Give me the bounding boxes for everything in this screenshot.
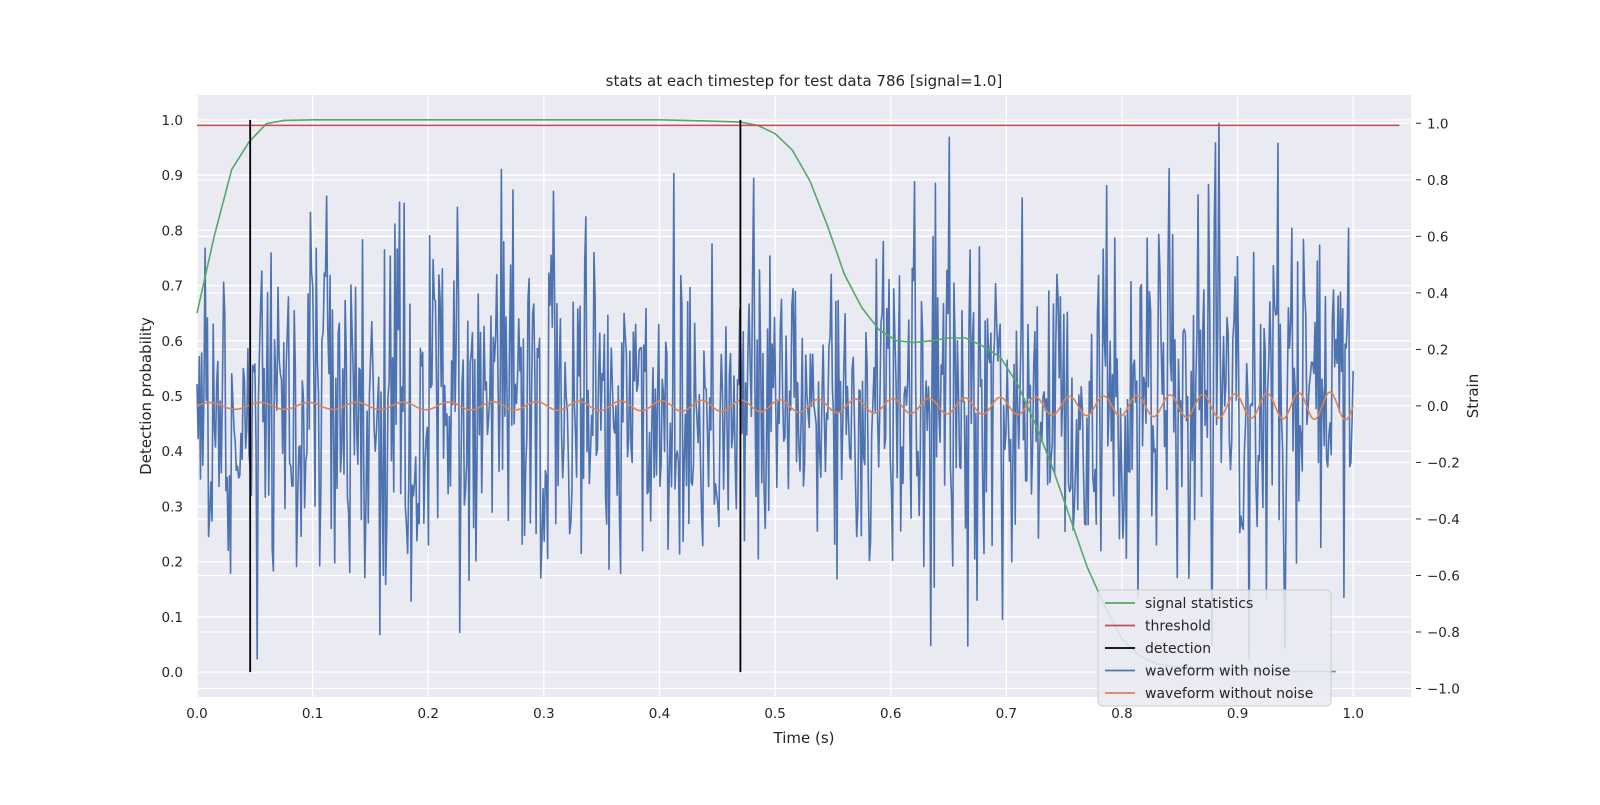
y-tick-label: 0.1	[162, 610, 183, 626]
right-y-tick-label: −0.8	[1427, 625, 1460, 641]
series-layer	[196, 119, 1400, 673]
y-tick-label: 0.4	[162, 444, 183, 460]
y-axis-label: Detection probability	[137, 317, 155, 475]
x-tick-label: 0.5	[764, 706, 785, 722]
x-tick-label: 0.6	[880, 706, 901, 722]
x-tick-label: 0.3	[533, 706, 554, 722]
y-tick-label: 0.3	[162, 499, 183, 515]
right-y-tick-label: 1.0	[1427, 116, 1448, 132]
y-tick-label: 0.5	[162, 389, 183, 405]
x-tick-label: 0.8	[1111, 706, 1132, 722]
legend-box	[1097, 589, 1332, 707]
y-tick-label: 1.0	[162, 113, 183, 129]
x-tick-label: 0.1	[302, 706, 323, 722]
x-tick-label: 0.7	[996, 706, 1017, 722]
y-tick-label: 0.7	[162, 279, 183, 295]
right-y-tick-label: 0.0	[1427, 399, 1448, 415]
x-tick-label: 0.9	[1227, 706, 1248, 722]
x-tick-label: 0.2	[417, 706, 438, 722]
series-line-waveform-with-noise	[196, 122, 1354, 660]
right-y-tick-label: −1.0	[1427, 682, 1460, 698]
legend-label: signal statistics	[1145, 596, 1253, 612]
ticks: 0.0 0.1 0.2 0.3 0.4 0.5 0.6 0.7 0.8 0.9 1.0 0.0 0.1 0…	[162, 113, 1460, 722]
x-tick-label: 1.0	[1342, 706, 1363, 722]
x-axis-label: Time (s)	[773, 729, 835, 747]
right-y-tick-label: −0.6	[1427, 568, 1460, 584]
legend-label: threshold	[1145, 619, 1211, 635]
right-y-tick-label: −0.2	[1427, 455, 1460, 471]
right-y-tick-label: 0.6	[1427, 229, 1448, 245]
chart-title: stats at each timestep for test data 786…	[606, 72, 1003, 90]
y-tick-label: 0.2	[162, 555, 183, 571]
y-tick-label: 0.8	[162, 223, 183, 239]
right-y-tick-label: 0.8	[1427, 173, 1448, 189]
y-tick-label: 0.9	[162, 168, 183, 184]
x-tick-label: 0.0	[186, 706, 207, 722]
legend-label: waveform with noise	[1145, 664, 1290, 680]
legend: signal statistics threshold detection wavef…	[1097, 589, 1332, 707]
legend-label: detection	[1145, 641, 1211, 657]
y-tick-label: 0.0	[162, 665, 183, 681]
legend-label: waveform without noise	[1145, 686, 1313, 702]
series-line-waveform-without-noise	[196, 391, 1354, 421]
right-y-tick-label: 0.2	[1427, 342, 1448, 358]
y-tick-label: 0.6	[162, 334, 183, 350]
right-y-tick-label: −0.4	[1427, 512, 1460, 528]
right-y-axis-label: Strain	[1464, 374, 1482, 418]
x-tick-label: 0.4	[649, 706, 670, 722]
right-y-tick-label: 0.4	[1427, 286, 1448, 302]
